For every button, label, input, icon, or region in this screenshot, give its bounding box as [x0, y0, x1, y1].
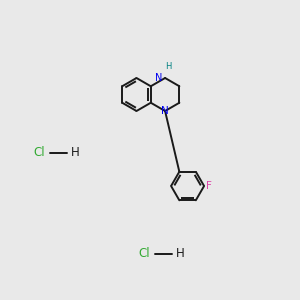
Text: F: F	[206, 181, 212, 191]
Text: H: H	[165, 62, 171, 71]
Text: N: N	[161, 106, 169, 116]
Text: N: N	[155, 73, 163, 83]
Text: H: H	[176, 247, 184, 260]
Text: Cl: Cl	[138, 247, 150, 260]
Text: Cl: Cl	[33, 146, 45, 160]
Text: H: H	[70, 146, 80, 160]
